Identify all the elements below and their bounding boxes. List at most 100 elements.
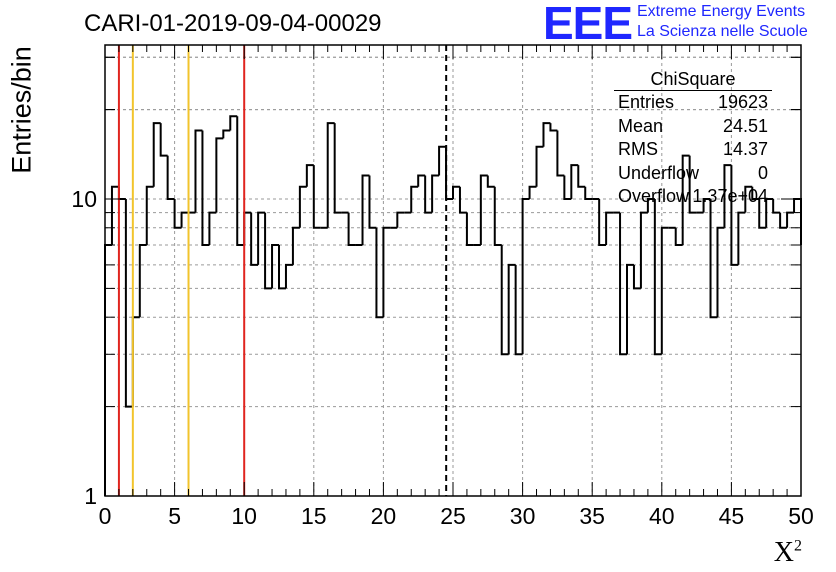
histogram-bin bbox=[361, 174, 370, 246]
histogram-bin bbox=[744, 185, 753, 213]
histogram-bin bbox=[278, 245, 286, 290]
histogram-bin bbox=[556, 130, 565, 177]
histogram-bin bbox=[347, 212, 356, 247]
histogram-bin bbox=[110, 185, 119, 246]
histogram-bin bbox=[243, 211, 252, 246]
histogram-bin bbox=[584, 186, 593, 200]
histogram-bin bbox=[152, 122, 161, 187]
stats-row-overflow: Overflow 1.37e+04 bbox=[612, 185, 772, 209]
stats-label: RMS bbox=[618, 139, 658, 159]
logo-tagline-2: La Scienza nelle Scuole bbox=[637, 23, 808, 40]
histogram-bin bbox=[194, 129, 203, 213]
histogram-bin bbox=[486, 175, 495, 188]
x-tick-label: 15 bbox=[301, 503, 327, 529]
x-tick-label: 40 bbox=[649, 503, 675, 529]
histogram-bin bbox=[465, 212, 474, 247]
histogram-bin bbox=[271, 244, 279, 289]
histogram-bin bbox=[201, 130, 210, 247]
histogram-bin bbox=[333, 123, 342, 214]
histogram-bin bbox=[542, 122, 551, 147]
stats-row-rms: RMS 14.37 bbox=[612, 138, 772, 162]
y-tick-label: 10 bbox=[71, 186, 97, 212]
histogram-bin bbox=[681, 154, 690, 246]
histogram-bin bbox=[131, 316, 140, 407]
histogram-bin bbox=[257, 211, 266, 265]
stats-value: 24.51 bbox=[722, 115, 768, 136]
histogram-bin bbox=[605, 211, 614, 246]
histogram-bin bbox=[639, 211, 648, 289]
histogram-bin bbox=[702, 197, 711, 213]
x-axis-label: X2 bbox=[774, 537, 802, 569]
histogram-bin bbox=[563, 175, 572, 200]
x-tick-label: 0 bbox=[99, 503, 112, 529]
y-axis-label: Entries/bin bbox=[6, 46, 37, 174]
histogram-bin bbox=[507, 263, 516, 355]
stats-title: ChiSquare bbox=[614, 68, 772, 91]
histogram-bin bbox=[619, 212, 627, 356]
x-tick-label: 45 bbox=[719, 503, 745, 529]
histogram-bin bbox=[264, 212, 273, 290]
histogram-bin bbox=[124, 198, 133, 408]
histogram-bin bbox=[438, 145, 447, 176]
histogram-bin bbox=[786, 211, 795, 228]
histogram-bin bbox=[159, 123, 168, 157]
histogram-bin bbox=[577, 165, 586, 188]
histogram-bin bbox=[493, 186, 502, 247]
histogram-bin bbox=[417, 174, 426, 187]
histogram-bin bbox=[250, 212, 259, 266]
histogram-bin bbox=[229, 115, 238, 131]
histogram-bin bbox=[660, 226, 669, 355]
histogram-bin bbox=[215, 137, 224, 213]
stats-row-mean: Mean 24.51 bbox=[612, 115, 772, 139]
histogram-bin bbox=[716, 226, 725, 318]
histogram-bin bbox=[646, 197, 655, 213]
histogram-bin bbox=[396, 211, 405, 228]
histogram-bin bbox=[723, 164, 732, 228]
stats-box: ChiSquare Entries 19623 Mean 24.51 RMS 1… bbox=[612, 68, 772, 209]
histogram-bin bbox=[535, 145, 544, 187]
histogram-series bbox=[104, 115, 802, 496]
stats-row-underflow: Underflow 0 bbox=[612, 162, 772, 186]
stats-label: Overflow bbox=[618, 186, 690, 206]
histogram-bin bbox=[709, 198, 718, 319]
x-tick-label: 35 bbox=[579, 503, 605, 529]
histogram-bin bbox=[138, 244, 147, 318]
stats-label: Underflow bbox=[618, 162, 700, 183]
histogram-bin bbox=[737, 211, 746, 265]
histogram-bin bbox=[208, 211, 217, 246]
x-tick-label: 10 bbox=[231, 503, 257, 529]
histogram-bin bbox=[653, 198, 662, 356]
histogram-bin bbox=[674, 227, 683, 247]
chart-title: CARI-01-2019-09-04-00029 bbox=[84, 10, 382, 37]
histogram-bin bbox=[500, 245, 509, 356]
histogram-bin bbox=[452, 185, 460, 199]
histogram-bin bbox=[117, 186, 126, 200]
stats-value: 1.37e+04 bbox=[692, 186, 768, 206]
histogram-bin bbox=[479, 174, 488, 246]
x-tick-label: 5 bbox=[168, 503, 181, 529]
histogram-bin bbox=[284, 263, 293, 289]
histogram-bin bbox=[549, 123, 558, 132]
x-tick-label: 25 bbox=[440, 503, 466, 529]
histogram-bin bbox=[528, 185, 537, 199]
histogram-bin bbox=[104, 244, 112, 496]
histogram-bin bbox=[772, 198, 781, 214]
histogram-bin bbox=[793, 197, 802, 246]
histogram-bin bbox=[375, 227, 384, 319]
x-tick-label: 20 bbox=[371, 503, 397, 529]
histogram-bin bbox=[382, 226, 391, 318]
histogram-bin bbox=[298, 185, 307, 228]
histogram-bin bbox=[626, 263, 634, 355]
stats-value: 19623 bbox=[717, 92, 768, 112]
histogram-bin bbox=[312, 165, 321, 229]
tick-labels: 0 5 10 15 20 25 30 35 40 45 50 1 10 bbox=[71, 186, 813, 529]
x-tick-label: 30 bbox=[510, 503, 536, 529]
stats-label: Mean bbox=[618, 115, 664, 136]
histogram-bin bbox=[326, 122, 335, 228]
histogram-bin bbox=[632, 264, 641, 290]
x-axis-label-superscript: 2 bbox=[794, 537, 802, 555]
stats-row-entries: Entries 19623 bbox=[612, 91, 772, 115]
histogram-bin bbox=[758, 198, 767, 229]
histogram-bin bbox=[514, 264, 523, 356]
